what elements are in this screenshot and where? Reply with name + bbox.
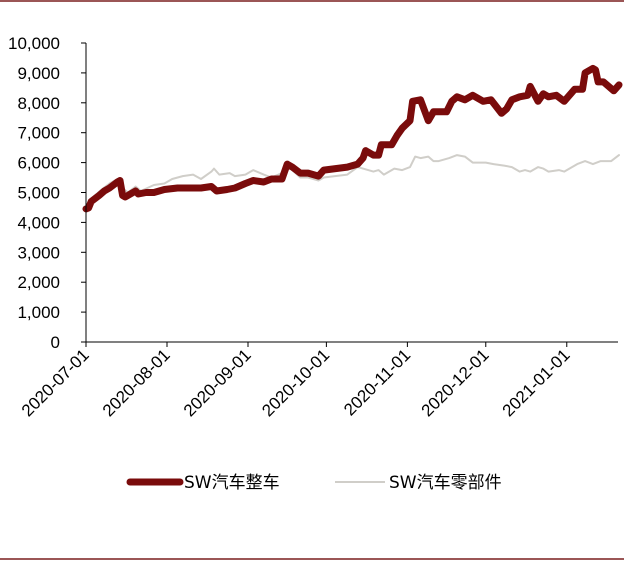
y-tick-label: 6,000: [17, 154, 60, 173]
y-tick-label: 2,000: [17, 273, 60, 292]
x-tick-label: 2020-08-01: [99, 345, 174, 420]
series-line-sw-auto-vehicles: [82, 64, 623, 213]
legend: SW汽车整车 SW汽车零部件: [126, 473, 502, 493]
y-tick-label: 8,000: [17, 94, 60, 113]
y-tick-label: 4,000: [17, 213, 60, 232]
x-tick-label: 2020-09-01: [180, 345, 255, 420]
y-tick-label: 0: [51, 333, 60, 352]
y-axis-ticks: 0 1,000 2,000 3,000 4,000 5,000 6,000 7,000 8,00…: [8, 34, 86, 352]
y-tick-label: 1,000: [17, 303, 60, 322]
x-axis-ticks: 2020-07-01 2020-08-01 2020-09-01 2020-10-01…: [18, 342, 574, 420]
x-tick-label: 2020-07-01: [18, 345, 93, 420]
series-line-sw-auto-parts: [85, 154, 620, 209]
y-tick-label: 5,000: [17, 184, 60, 203]
legend-label-sw-auto-parts: SW汽车零部件: [389, 473, 502, 493]
series-layer: [82, 64, 623, 213]
y-tick-label: 7,000: [17, 124, 60, 143]
x-tick-label: 2021-01-01: [499, 345, 574, 420]
x-tick-label: 2020-12-01: [418, 345, 493, 420]
x-tick-label: 2020-10-01: [258, 345, 333, 420]
legend-label-sw-auto-vehicles: SW汽车整车: [184, 473, 280, 493]
y-tick-label: 9,000: [17, 64, 60, 83]
x-tick-label: 2020-11-01: [340, 345, 414, 419]
y-tick-label: 3,000: [17, 243, 60, 262]
y-tick-label: 10,000: [8, 34, 60, 53]
